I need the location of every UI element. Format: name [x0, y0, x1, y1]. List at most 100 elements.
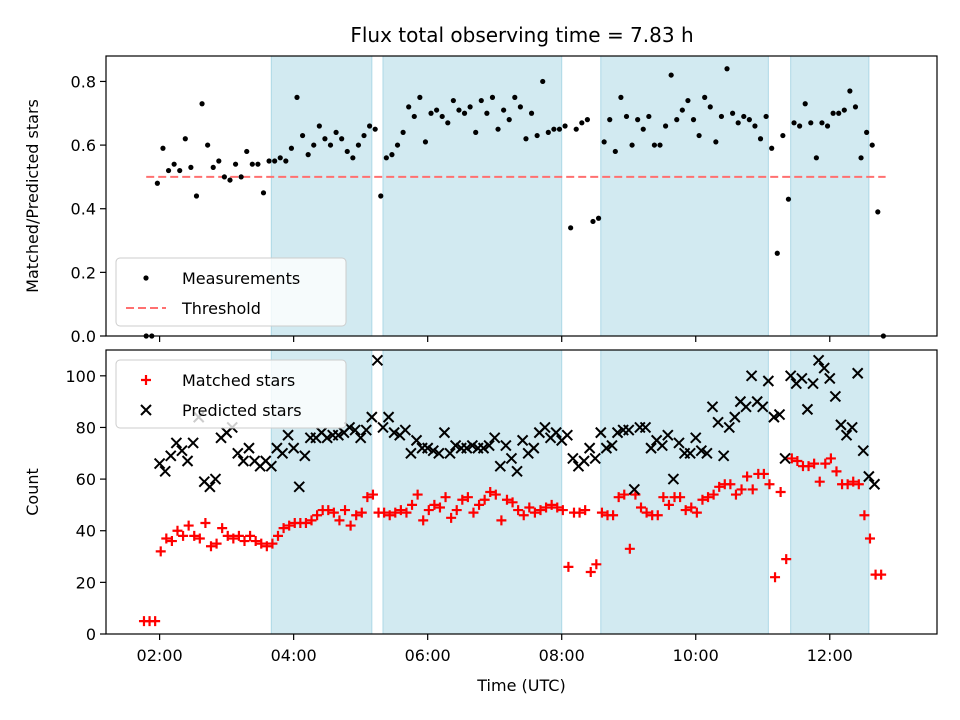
measurement-point [584, 117, 590, 123]
measurement-point [461, 110, 468, 116]
matched-star-point [775, 487, 786, 497]
predicted-star-point [768, 411, 780, 423]
measurement-point [696, 132, 702, 139]
matched-star-point [161, 533, 172, 544]
measurement-point [305, 152, 311, 158]
predicted-star-point [784, 370, 797, 382]
matched-star-point [485, 487, 496, 497]
matched-star-point [183, 520, 194, 531]
matched-star-point [334, 515, 345, 526]
measurement-point [249, 161, 255, 167]
matched-star-point [859, 510, 870, 521]
measurement-point [819, 120, 825, 126]
measurement-point [506, 117, 512, 123]
measurement-point [339, 136, 345, 142]
predicted-star-point [550, 426, 562, 439]
measurement-point [372, 126, 378, 132]
measurement-point [517, 104, 523, 110]
measurement-point [785, 196, 792, 202]
measurement-point [473, 129, 479, 135]
matched-star-point [524, 502, 535, 513]
measurement-point [294, 94, 300, 100]
matched-star-point [686, 502, 697, 513]
matched-star-point [652, 510, 663, 521]
top-panel: 0.0 0.2 0.4 0.6 0.8 Matched/Predicted stars Me… [23, 55, 938, 346]
y-tick-label: 0.8 [71, 72, 96, 91]
measurement-point [612, 148, 618, 155]
matched-star-point [585, 567, 596, 578]
predicted-star-point [332, 429, 345, 441]
measurement-point [450, 97, 456, 104]
matched-star-point [379, 507, 390, 518]
measurement-point [724, 66, 730, 72]
legend: Matched stars Predicted stars [115, 359, 347, 429]
measurement-point [579, 120, 585, 126]
predicted-star-point [673, 437, 685, 449]
matched-star-point [725, 479, 736, 490]
y-axis-label: Matched/Predicted stars [23, 99, 42, 293]
measurement-point [188, 164, 194, 170]
measurement-point [836, 110, 842, 116]
measurement-point [679, 107, 685, 113]
matched-star-point [658, 492, 669, 503]
predicted-star-point [237, 455, 250, 467]
measurement-point [311, 142, 317, 148]
x-tick-label: 12:00 [807, 646, 853, 665]
predicted-star-point [863, 470, 875, 483]
matched-star-point [155, 546, 166, 557]
y-tick-label: 0.6 [71, 136, 96, 155]
matched-star-point [814, 476, 825, 487]
matched-star-point [178, 530, 189, 541]
predicted-star-point [483, 439, 495, 452]
predicted-star-point [740, 401, 752, 413]
measurement-point [841, 107, 847, 113]
measurement-point [422, 139, 429, 145]
matched-star-point [591, 559, 602, 570]
legend-box [115, 257, 347, 327]
predicted-star-point [153, 457, 166, 470]
measurement-point [406, 104, 412, 110]
shaded-interval [600, 55, 769, 337]
x-tick-label: 04:00 [271, 646, 317, 665]
matched-star-point [848, 476, 859, 487]
measurement-point [260, 190, 267, 196]
measurement-point [702, 94, 708, 100]
predicted-star-point [623, 424, 635, 436]
axes-frame [105, 349, 938, 635]
measurement-point [830, 110, 836, 116]
predicted-star-point [382, 411, 395, 423]
matched-star-point [697, 494, 708, 505]
measurement-point [741, 113, 747, 120]
matched-star-point [507, 497, 518, 508]
matched-star-point [267, 538, 278, 549]
measurement-point [193, 193, 200, 199]
axes-frame [105, 55, 938, 337]
y-axis-label: Count [23, 468, 42, 516]
matched-star-point [557, 505, 568, 516]
predicted-star-point [159, 465, 171, 478]
predicted-star-point [812, 354, 825, 367]
matched-star-point [563, 561, 574, 572]
matched-star-point [172, 525, 183, 536]
matched-star-point [580, 505, 591, 516]
measurement-point [316, 123, 322, 129]
predicted-star-point [611, 426, 624, 439]
measurement-point [299, 132, 306, 139]
measurement-point [824, 123, 831, 129]
measurement-point [216, 158, 222, 164]
predicted-star-point [745, 370, 758, 382]
matched-star-point [440, 492, 451, 503]
predicted-star-point [360, 424, 372, 436]
predicted-star-point [840, 429, 853, 441]
measurement-point [651, 142, 658, 148]
predicted-star-point [477, 442, 490, 454]
measurement-point [556, 126, 563, 132]
measurement-point [417, 94, 423, 100]
measurement-point [489, 94, 496, 100]
predicted-star-point [377, 421, 389, 434]
predicted-star-point [410, 434, 423, 447]
matched-star-point [730, 489, 741, 500]
predicted-star-point [287, 442, 300, 454]
predicted-star-point [773, 408, 786, 421]
predicted-star-point [600, 442, 613, 454]
